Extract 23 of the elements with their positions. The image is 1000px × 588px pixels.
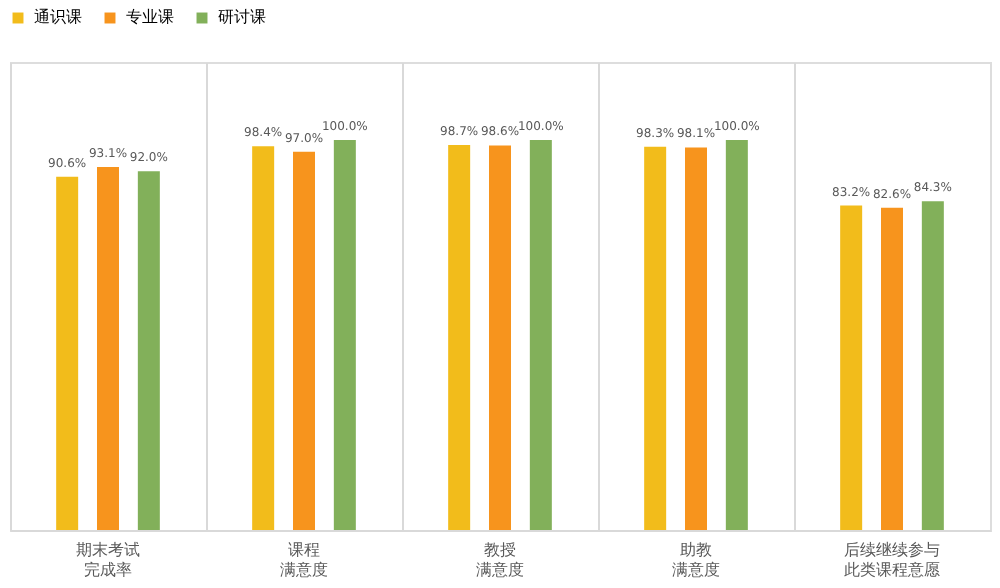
bar — [97, 166, 119, 530]
bar — [137, 171, 160, 530]
bar — [448, 145, 471, 530]
bar — [489, 145, 511, 530]
bar — [529, 140, 552, 530]
legend-label: 研讨课 — [218, 8, 266, 26]
legend-label: 通识课 — [34, 8, 82, 26]
bar — [333, 140, 356, 530]
bar — [56, 176, 79, 530]
x-tick-label: 后续继续参与此类课程意愿 — [844, 541, 940, 579]
bar — [252, 146, 275, 530]
bar — [644, 146, 667, 530]
x-tick-label: 课程满意度 — [280, 541, 328, 579]
legend-label: 专业课 — [126, 8, 174, 26]
bar — [725, 140, 748, 530]
x-tick-label: 助教满意度 — [672, 541, 720, 579]
bar — [881, 207, 903, 530]
bar — [293, 151, 315, 530]
x-tick-label: 期末考试完成率 — [76, 541, 140, 579]
bar — [921, 201, 944, 530]
bar — [685, 147, 707, 530]
bar — [840, 205, 863, 530]
x-tick-label: 教授满意度 — [476, 541, 524, 579]
